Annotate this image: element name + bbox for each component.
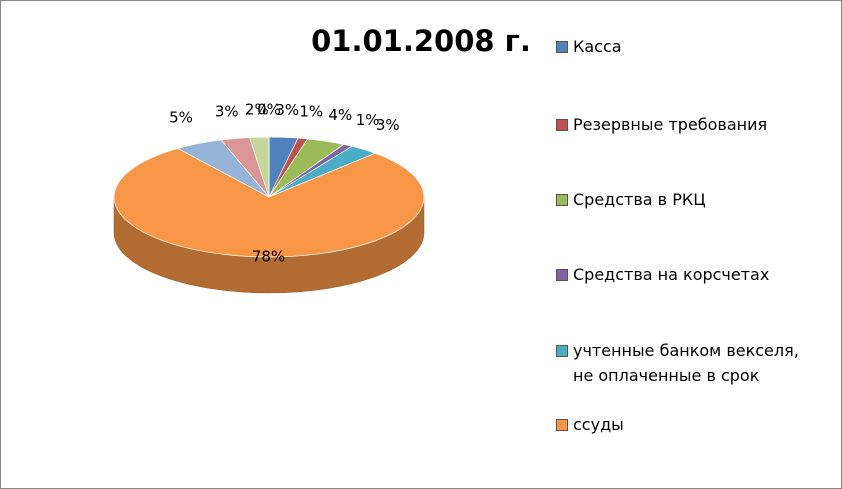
slice [113, 148, 425, 258]
legend-label: Резервные требования [573, 115, 768, 134]
data-label: 3% [215, 102, 239, 120]
data-label: 1% [356, 111, 380, 129]
data-label: 3% [376, 116, 400, 134]
legend-swatch [556, 419, 568, 431]
legend-label: Касса [573, 37, 622, 56]
legend-item: учтенные банком векселя, не оплаченные в… [556, 338, 806, 388]
legend-swatch [556, 345, 568, 357]
data-label: 4% [328, 106, 352, 124]
legend-label: Средства в РКЦ [573, 190, 706, 209]
legend-item: Касса [556, 34, 806, 59]
chart-title: 01.01.2008 г. [311, 24, 531, 58]
legend-item: Резервные требования [556, 112, 806, 137]
legend-label: учтенные банком векселя, не оплаченные в… [573, 341, 799, 385]
data-label: 0% [257, 101, 281, 119]
data-label: 3% [275, 101, 299, 119]
legend-swatch [556, 41, 568, 53]
legend-swatch [556, 194, 568, 206]
data-label: 5% [169, 109, 193, 127]
legend-swatch [556, 269, 568, 281]
legend-label: ссуды [573, 415, 624, 434]
data-label: 1% [299, 102, 323, 120]
data-label: 2% [245, 101, 269, 119]
legend-item: ссуды [556, 412, 806, 437]
legend-swatch [556, 119, 568, 131]
legend-item: Средства в РКЦ [556, 187, 806, 212]
legend-item: Средства на корсчетах [556, 262, 806, 287]
legend-label: Средства на корсчетах [573, 265, 770, 284]
data-label: 78% [252, 248, 285, 266]
